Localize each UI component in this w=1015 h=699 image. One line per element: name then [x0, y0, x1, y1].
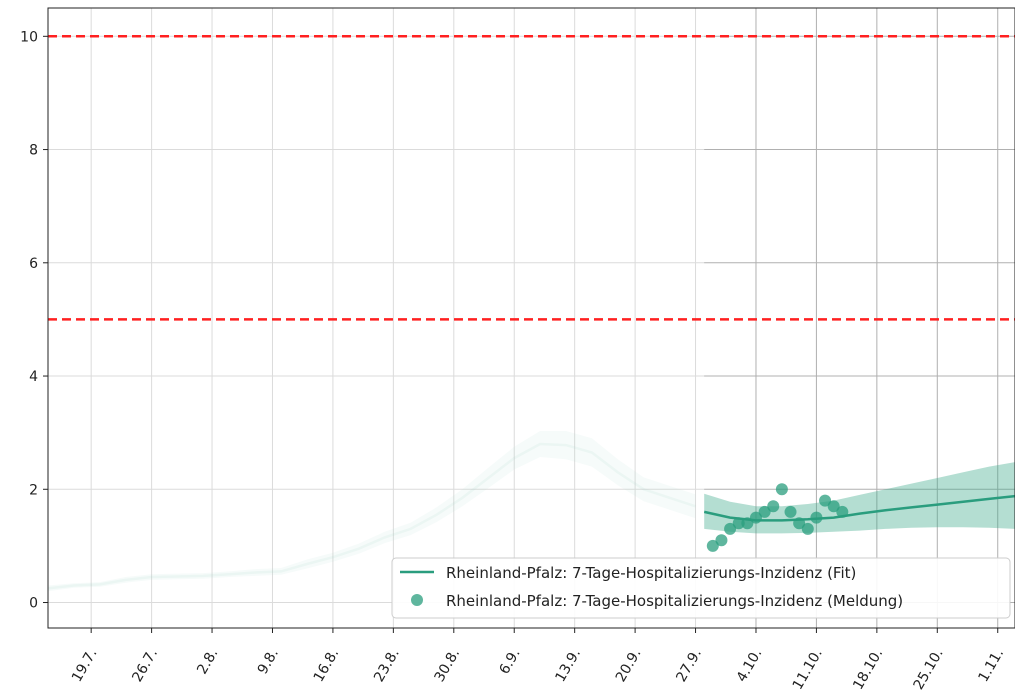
fit-confidence-band — [704, 462, 1015, 534]
y-tick-label: 6 — [29, 256, 38, 272]
data-point — [793, 517, 806, 530]
data-point — [715, 534, 728, 547]
data-point — [810, 511, 823, 524]
y-tick-label: 4 — [29, 369, 38, 385]
x-tick-label: 26.7. — [129, 646, 161, 685]
data-point — [758, 505, 771, 518]
threshold-layer — [48, 35, 1015, 321]
x-axis: 19.7. 26.7. 2.8. 9.8. 16.8. 23.8. 30.8. 6.9. 13.… — [69, 628, 1007, 693]
x-tick-label: 16.8. — [311, 646, 343, 685]
data-point — [836, 505, 849, 518]
data-point — [706, 539, 719, 552]
x-tick-label: 30.8. — [432, 646, 464, 685]
data-point — [767, 500, 780, 513]
legend-points-label: Rheinland-Pfalz: 7-Tage-Hospitalizierung… — [446, 592, 903, 610]
y-axis: 0 2 4 6 8 10 — [20, 29, 48, 612]
x-tick-label: 20.9. — [613, 646, 645, 685]
x-tick-label: 13.9. — [552, 646, 584, 685]
x-tick-label: 25.10. — [911, 646, 947, 693]
legend-points-swatch — [411, 594, 423, 606]
data-point — [784, 505, 797, 518]
x-tick-label: 23.8. — [371, 646, 403, 685]
y-tick-label: 10 — [20, 29, 38, 45]
x-tick-label: 19.7. — [69, 646, 101, 685]
legend-box — [391, 557, 1011, 619]
data-point — [819, 494, 832, 507]
x-tick-label: 6.9. — [496, 646, 523, 677]
x-tick-label: 2.8. — [194, 646, 221, 677]
points-layer — [706, 483, 849, 552]
x-tick-label: 27.9. — [673, 646, 705, 685]
data-point — [775, 483, 788, 496]
y-tick-label: 8 — [29, 143, 38, 159]
y-tick-label: 2 — [29, 482, 38, 498]
data-point — [827, 500, 840, 513]
past-fit-layer — [47, 8, 705, 628]
past-wash — [48, 8, 705, 628]
y-tick-label: 0 — [29, 596, 38, 612]
x-tick-label: 11.10. — [790, 646, 826, 693]
data-point — [741, 517, 754, 530]
plot-frame — [47, 7, 1015, 629]
data-point — [732, 517, 745, 530]
x-tick-label: 18.10. — [850, 646, 886, 693]
legend: Rheinland-Pfalz: 7-Tage-Hospitalizierung… — [391, 557, 1011, 619]
data-point — [801, 522, 814, 535]
x-tick-label: 1.11. — [976, 646, 1008, 685]
x-tick-label: 9.8. — [255, 646, 282, 677]
x-tick-label: 4.10. — [734, 646, 766, 685]
legend-fit-label: Rheinland-Pfalz: 7-Tage-Hospitalizierung… — [446, 564, 856, 582]
data-point — [724, 522, 737, 535]
data-point — [749, 511, 762, 524]
